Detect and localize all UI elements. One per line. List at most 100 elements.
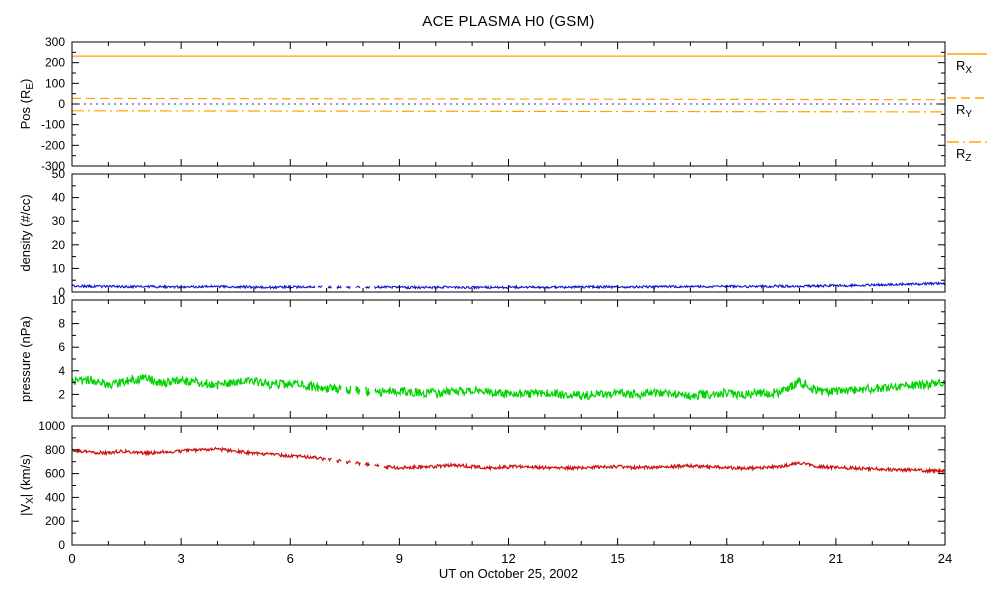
ticks-velocity — [71, 425, 946, 546]
series-vx-speed — [72, 446, 326, 462]
series-vx-speed — [345, 460, 351, 465]
series-proton-density — [355, 285, 361, 289]
y-axis-label-density: density (#/cc) — [18, 163, 34, 303]
y-tick-label: 200 — [45, 514, 65, 528]
y-tick-label: 400 — [45, 490, 65, 504]
series-flow-pressure — [355, 385, 361, 395]
legend-label-text: R — [956, 146, 966, 161]
y-axis-label-text: | (km/s) — [18, 454, 33, 498]
legend-item-ry: RY — [946, 94, 993, 122]
x-tick-label: 15 — [610, 551, 624, 566]
y-axis-label-position: Pos (RE) — [18, 34, 36, 174]
panel-series-pressure — [72, 372, 945, 401]
y-axis-label-velocity: |VX| (km/s) — [18, 415, 36, 555]
legend: RX RY RZ — [946, 50, 993, 182]
legend-item-rx: RX — [946, 50, 993, 78]
x-tick-label: 0 — [68, 551, 75, 566]
y-tick-label: 0 — [58, 285, 65, 299]
x-tick-label: 3 — [178, 551, 185, 566]
panel-frame-density — [71, 173, 946, 293]
y-tick-label: 10 — [52, 293, 66, 307]
y-tick-label: 0 — [58, 97, 65, 111]
y-axis-label-text: |V — [18, 503, 33, 516]
panel-series-density — [72, 280, 945, 291]
legend-label-rx: RX — [946, 58, 993, 78]
series-proton-density — [374, 280, 945, 291]
panel-series-velocity — [72, 446, 945, 475]
panel-frame-velocity — [71, 425, 946, 546]
y-tick-label: 20 — [52, 238, 66, 252]
y-tick-label: 10 — [52, 261, 66, 275]
y-axis-label-text: Pos (R — [18, 89, 33, 130]
y-tick-label: 0 — [58, 538, 65, 552]
series-flow-pressure — [345, 385, 352, 396]
series-flow-pressure — [72, 372, 342, 394]
series-vx-speed — [374, 462, 380, 468]
y-axis-label-subscript: X — [25, 497, 36, 504]
x-tick-label: 21 — [829, 551, 843, 566]
legend-label-text: R — [956, 58, 966, 73]
y-tick-label: 50 — [52, 167, 66, 181]
y-axis-label-pressure: pressure (nPa) — [18, 289, 34, 429]
x-tick-label: 6 — [287, 551, 294, 566]
series-proton-density — [317, 285, 323, 288]
y-axis-label-text: pressure (nPa) — [18, 316, 33, 402]
y-tick-label: 800 — [45, 443, 65, 457]
y-tick-label: 2 — [58, 387, 65, 401]
panel-series-position — [72, 55, 945, 113]
legend-line-dashdot-icon — [947, 141, 987, 143]
series-proton-density — [336, 284, 342, 290]
series-vx-speed — [383, 460, 945, 475]
series-flow-pressure — [374, 376, 945, 401]
ticks-density — [71, 173, 946, 293]
series-vx-speed — [336, 459, 342, 464]
x-axis-label: UT on October 25, 2002 — [438, 566, 579, 581]
y-axis-label-subscript: E — [25, 82, 36, 90]
legend-label-ry: RY — [946, 102, 993, 122]
legend-label-subscript: Z — [965, 153, 972, 164]
y-tick-label: 30 — [52, 214, 66, 228]
series-proton-density — [72, 283, 316, 290]
series-vx-speed — [355, 460, 361, 467]
series-flow-pressure — [364, 385, 371, 397]
legend-label-subscript: X — [965, 65, 973, 76]
plot-title: ACE PLASMA H0 (GSM) — [422, 13, 595, 30]
y-tick-label: 8 — [58, 317, 65, 331]
y-tick-label: 4 — [58, 364, 65, 378]
y-tick-label: 6 — [58, 340, 65, 354]
x-tick-label: 12 — [501, 551, 515, 566]
ticks-pressure — [71, 299, 946, 419]
x-tick-label: 18 — [720, 551, 734, 566]
series-vx-speed — [364, 461, 371, 467]
y-tick-label: 40 — [52, 191, 66, 205]
y-tick-label: -300 — [41, 159, 65, 173]
y-tick-label: 100 — [45, 76, 65, 90]
y-tick-label: 200 — [45, 56, 65, 70]
legend-label-rz: RZ — [946, 146, 993, 166]
x-tick-label: 24 — [938, 551, 952, 566]
series-vx-speed — [327, 457, 332, 463]
y-tick-label: -100 — [41, 118, 65, 132]
legend-item-rz: RZ — [946, 138, 993, 166]
ticks-position — [71, 41, 946, 167]
legend-label-subscript: Y — [965, 109, 973, 120]
legend-line-solid-icon — [947, 53, 987, 55]
y-tick-label: -200 — [41, 138, 65, 152]
series-proton-density — [345, 285, 351, 290]
y-tick-label: 600 — [45, 467, 65, 481]
series-Rz — [72, 110, 945, 113]
y-tick-label: 300 — [45, 35, 65, 49]
series-proton-density — [365, 285, 371, 289]
panel-frame-position — [71, 41, 946, 167]
y-tick-label: 1000 — [38, 419, 65, 433]
legend-line-dashed-icon — [947, 97, 987, 99]
series-Ry — [72, 97, 945, 101]
series-proton-density — [327, 285, 332, 290]
y-axis-label-text: density (#/cc) — [18, 194, 33, 272]
y-axis-label-text: ) — [18, 78, 33, 83]
x-tick-label: 9 — [396, 551, 403, 566]
panel-frame-pressure — [71, 299, 946, 419]
legend-label-text: R — [956, 102, 966, 117]
